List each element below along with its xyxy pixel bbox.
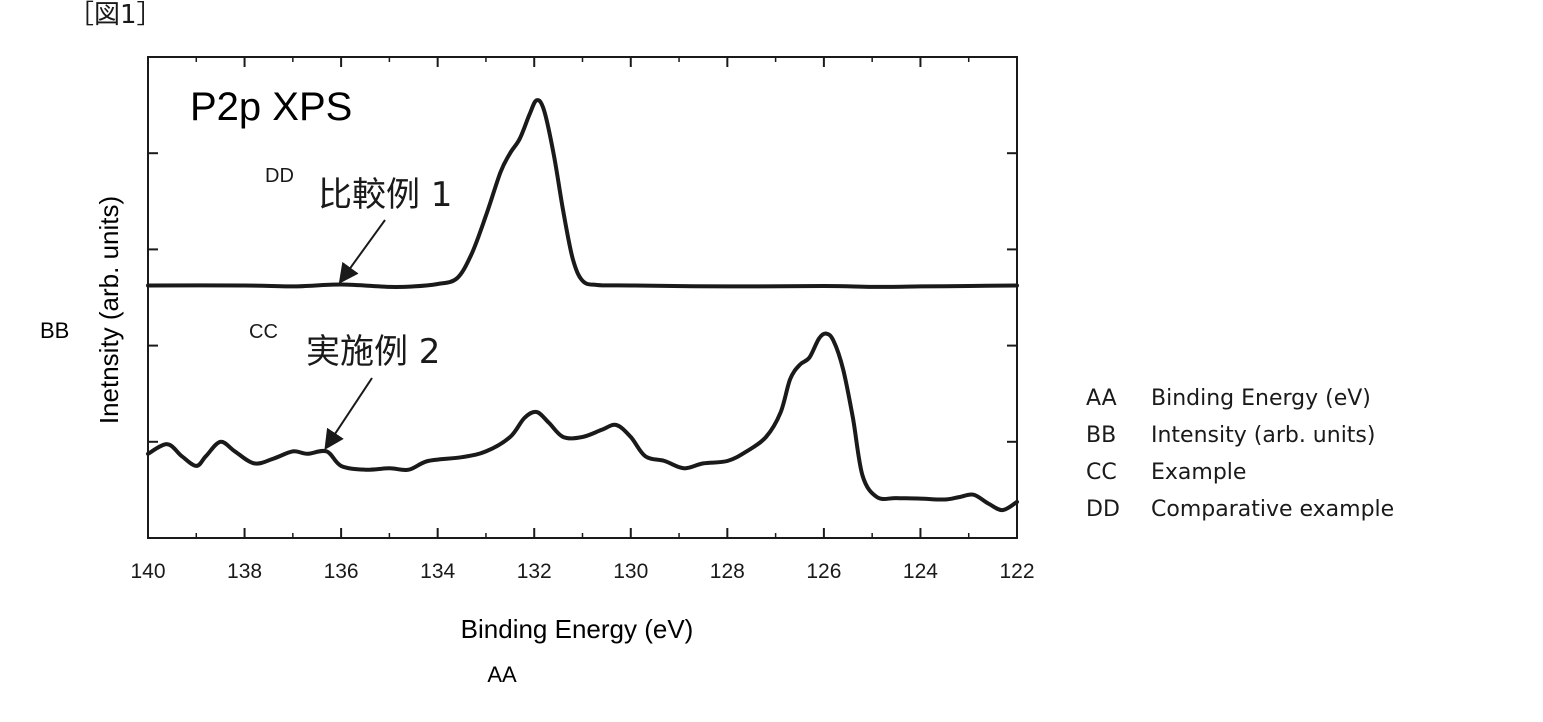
annotation-label: 実施例 2 bbox=[306, 332, 440, 372]
annotation-arrow bbox=[341, 220, 385, 281]
legend-desc: Intensity (arb. units) bbox=[1151, 417, 1375, 454]
x-tick-label: 130 bbox=[613, 560, 648, 583]
legend: AA Binding Energy (eV) BB Intensity (arb… bbox=[1086, 380, 1394, 528]
legend-item: CC Example bbox=[1086, 454, 1394, 491]
x-axis-label: Binding Energy (eV) bbox=[461, 614, 694, 644]
series-line-example-2 bbox=[148, 334, 1017, 511]
x-tick-label: 136 bbox=[324, 560, 359, 583]
annotation-code: CC bbox=[249, 321, 278, 343]
legend-item: BB Intensity (arb. units) bbox=[1086, 417, 1394, 454]
x-tick-label: 132 bbox=[517, 560, 552, 583]
legend-item: AA Binding Energy (eV) bbox=[1086, 380, 1394, 417]
legend-code: BB bbox=[1086, 417, 1151, 454]
legend-code: AA bbox=[1086, 380, 1151, 417]
x-tick-label: 128 bbox=[710, 560, 745, 583]
x-tick-label: 126 bbox=[806, 560, 841, 583]
legend-desc: Binding Energy (eV) bbox=[1151, 380, 1371, 417]
x-tick-label: 134 bbox=[420, 560, 455, 583]
y-axis-label: Inetnsity (arb. units) bbox=[94, 196, 124, 424]
legend-desc: Example bbox=[1151, 454, 1246, 491]
x-tick-label: 140 bbox=[130, 560, 165, 583]
x-tick-label: 138 bbox=[227, 560, 262, 583]
legend-code: DD bbox=[1086, 491, 1151, 528]
x-axis-code: AA bbox=[487, 662, 517, 687]
annotation-code: DD bbox=[265, 165, 294, 187]
xps-chart: 140 138 136 134 132 130 128 126 124 122 DD 比較例 1 CC… bbox=[0, 0, 1543, 722]
annotation-label: 比較例 1 bbox=[318, 175, 452, 215]
x-tick-label: 122 bbox=[999, 560, 1034, 583]
legend-desc: Comparative example bbox=[1151, 491, 1394, 528]
chart-title: P2p XPS bbox=[190, 85, 352, 129]
annotation-arrow bbox=[327, 378, 372, 447]
x-tick-label: 124 bbox=[903, 560, 938, 583]
plot-frame bbox=[148, 57, 1017, 538]
legend-code: CC bbox=[1086, 454, 1151, 491]
legend-item: DD Comparative example bbox=[1086, 491, 1394, 528]
y-axis-code: BB bbox=[40, 318, 69, 343]
